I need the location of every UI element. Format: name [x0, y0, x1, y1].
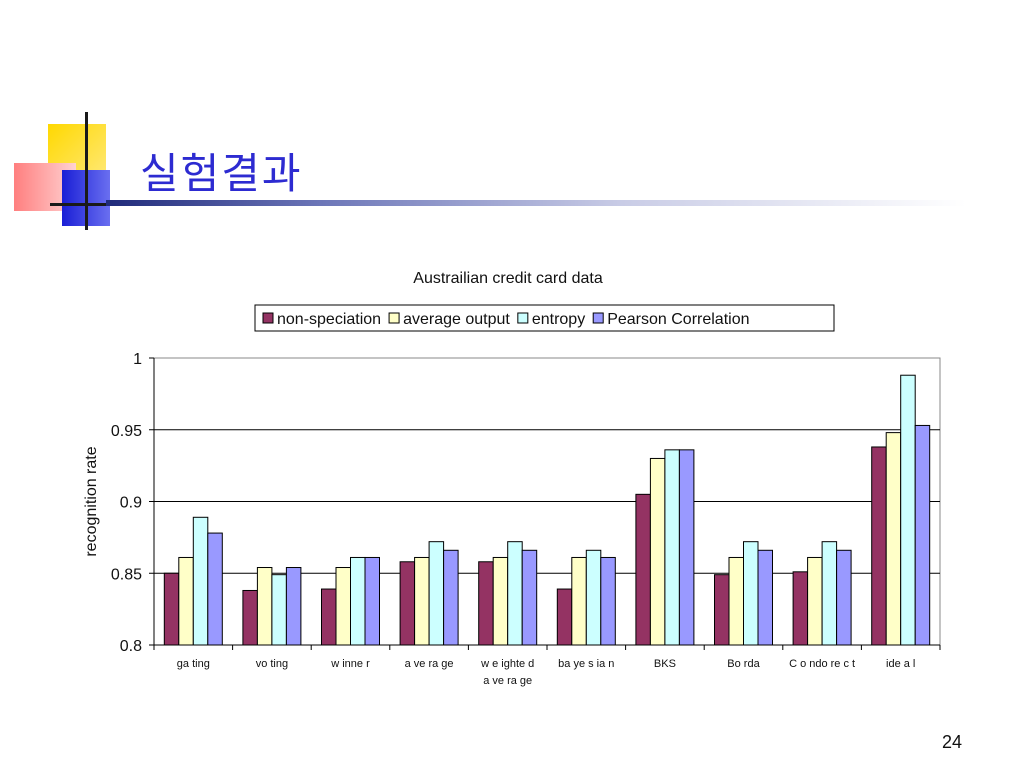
- bar-2-2: [350, 556, 366, 646]
- bar-1-8: [807, 556, 823, 646]
- bar-0-6: [635, 493, 651, 646]
- bar-3-0: [207, 532, 223, 646]
- bar-3-7: [757, 549, 773, 646]
- y-tick-label-1: 0.85: [111, 566, 142, 583]
- legend-swatch-3: [592, 312, 604, 324]
- bar-0-8: [792, 571, 809, 646]
- bar-1-6: [649, 457, 666, 646]
- chart-title: Austrailian credit card data: [413, 270, 603, 287]
- x-tick-label-8: C o ndo re c t: [789, 658, 855, 670]
- bar-3-1: [285, 567, 302, 646]
- bar-1-9: [885, 432, 902, 646]
- x-tick-label-4-line1: a ve ra ge: [483, 675, 532, 687]
- bar-0-1: [242, 589, 258, 646]
- legend-label-0: non-speciation: [277, 311, 381, 328]
- legend-label-3: Pearson Correlation: [607, 311, 749, 328]
- bar-3-3: [443, 549, 459, 646]
- title-underline-rule: [106, 200, 966, 206]
- bar-2-1: [271, 574, 287, 646]
- bar-3-6: [678, 449, 695, 646]
- legend-swatch-1: [388, 312, 400, 324]
- bar-1-7: [728, 556, 744, 646]
- y-axis-label: recognition rate: [83, 446, 100, 556]
- y-tick-label-0: 0.8: [120, 638, 142, 655]
- bar-1-1: [256, 567, 273, 646]
- bar-1-3: [414, 556, 430, 646]
- x-tick-label-1: vo ting: [256, 658, 288, 670]
- bar-2-0: [192, 516, 209, 646]
- legend-label-2: entropy: [532, 311, 585, 328]
- bar-0-0: [163, 572, 180, 646]
- bar-3-8: [836, 549, 852, 646]
- x-tick-label-3: a ve ra ge: [405, 658, 454, 670]
- bar-2-6: [664, 449, 680, 646]
- y-tick-label-2: 0.9: [120, 495, 142, 512]
- legend-label-1: average output: [403, 311, 510, 328]
- bar-3-4: [521, 549, 538, 646]
- x-tick-label-2: w inne r: [330, 658, 370, 670]
- x-tick-label-4-line0: w e ighte d: [480, 658, 534, 670]
- x-tick-label-7: Bo rda: [727, 658, 760, 670]
- x-tick-label-5: ba ye s ia n: [558, 658, 614, 670]
- bar-3-5: [600, 556, 616, 646]
- x-tick-label-9: ide a l: [886, 658, 915, 670]
- bar-0-7: [714, 574, 730, 646]
- bar-2-7: [743, 541, 759, 646]
- bar-3-2: [364, 556, 380, 646]
- bar-0-9: [871, 446, 887, 646]
- bar-2-3: [428, 541, 445, 646]
- x-tick-label-0: ga ting: [177, 658, 210, 670]
- legend-box: [254, 304, 835, 332]
- slide-title: 실험결과: [140, 149, 303, 198]
- decor-horizontal-line: [50, 203, 106, 206]
- y-tick-label-4: 1: [133, 351, 142, 368]
- bar-0-4: [478, 561, 494, 646]
- decor-vertical-line: [85, 112, 88, 230]
- bar-2-5: [585, 549, 602, 646]
- bar-3-9: [914, 424, 931, 646]
- legend-swatch-0: [262, 312, 274, 324]
- bar-1-2: [335, 567, 351, 646]
- bar-1-0: [178, 556, 194, 646]
- bar-1-5: [571, 556, 587, 646]
- bar-2-9: [900, 374, 916, 646]
- bar-2-8: [821, 541, 838, 646]
- bar-0-3: [399, 561, 416, 646]
- bar-0-5: [556, 588, 573, 646]
- legend-swatch-2: [517, 312, 529, 324]
- bar-2-4: [507, 541, 523, 646]
- bar-0-2: [321, 588, 337, 646]
- y-tick-label-3: 0.95: [111, 423, 142, 440]
- x-tick-label-6: BKS: [654, 658, 676, 670]
- page-number: 24: [941, 732, 962, 752]
- bar-1-4: [492, 556, 509, 646]
